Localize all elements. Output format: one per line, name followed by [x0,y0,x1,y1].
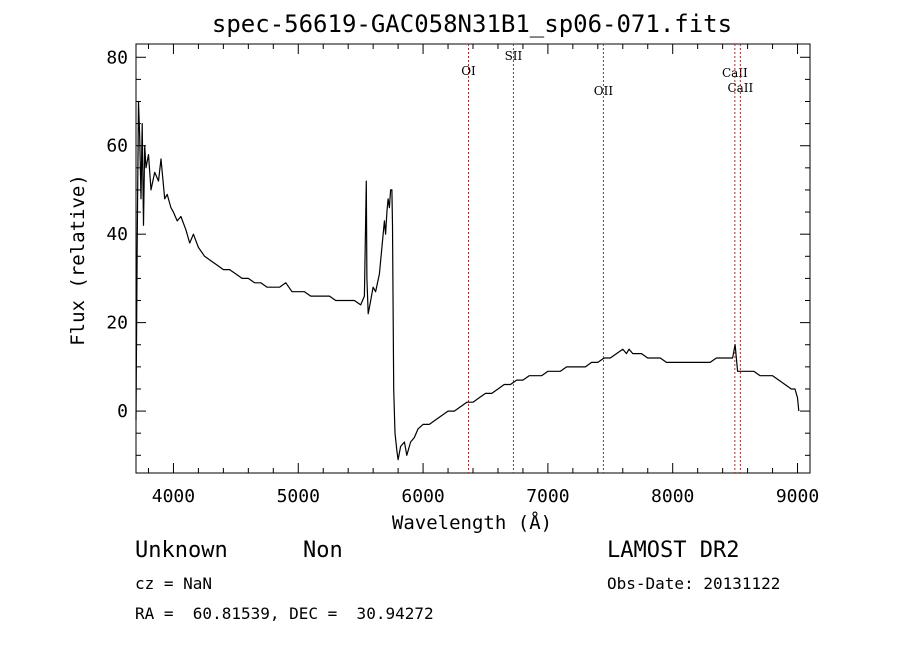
x-axis-label: Wavelength (Å) [392,511,552,534]
plot-frame [135,43,811,474]
x-tick-label: 9000 [776,486,819,507]
x-tick-label: 6000 [401,486,444,507]
redshift-label: cz = NaN [135,574,213,593]
coordinates-label: RA = 60.81539, DEC = 30.94272 [135,604,434,623]
line-marker-label: OII [594,84,614,98]
x-tick-label: 5000 [277,486,320,507]
y-tick-label: 60 [106,136,128,157]
y-tick-label: 40 [106,224,128,245]
line-marker-label: CaII [727,81,753,95]
spectrum-line [135,100,800,461]
y-tick-label: 0 [117,401,128,422]
survey-label: LAMOST DR2 [607,538,740,563]
obs-date-label: Obs-Date: 20131122 [607,574,781,593]
plot-area: 4000 5000 6000 7000 8000 9000 0 20 40 60 80 OI SII OI… [106,43,819,507]
chart-title: spec-56619-GAC058N31B1_sp06-071.fits [212,10,732,38]
x-tick-label: 4000 [152,486,195,507]
line-marker-label: OI [461,64,476,78]
line-marker-label: SII [505,49,523,63]
y-axis-label: Flux (relative) [67,174,89,346]
y-tick-label: 80 [106,47,128,68]
y-tick-label: 20 [106,313,128,334]
x-tick-label: 7000 [526,486,569,507]
subclass-label: Non [303,538,343,563]
x-tick-label: 8000 [651,486,694,507]
line-marker-label: CaII [722,66,748,80]
class-label: Unknown [135,538,228,563]
